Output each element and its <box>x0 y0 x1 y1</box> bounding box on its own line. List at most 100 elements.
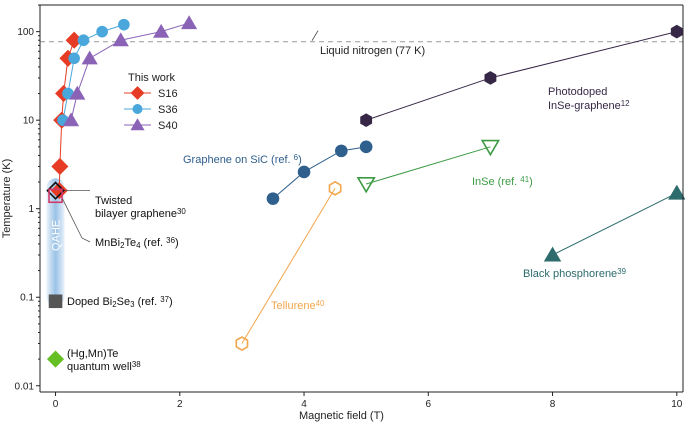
series-line-tellurene40 <box>241 188 336 344</box>
annotation-part: 38 <box>132 360 141 369</box>
point--hg-mn-te-quantum-well38 <box>46 350 65 368</box>
data-points-layer <box>46 15 685 368</box>
point-s36 <box>96 25 108 38</box>
annotation-part: 41 <box>520 175 529 184</box>
y-axis-title: Temperature (K) <box>1 159 13 238</box>
annotation-part: 40 <box>316 299 325 308</box>
annotation-part: 4 <box>136 241 141 250</box>
legend-title: This work <box>128 72 176 84</box>
point-doped-bi2se3-ref-37 <box>48 294 63 309</box>
annotation-part: 2 <box>120 241 124 250</box>
point-s40 <box>62 112 80 127</box>
series-line-graphene-on-sic-ref-6 <box>272 146 367 199</box>
x-tick-label: 8 <box>550 399 556 410</box>
label-bilayer-graphene: bilayer graphene30 <box>95 207 186 220</box>
annotation-part: 6 <box>294 153 299 162</box>
liquid-nitrogen-leader <box>311 30 319 41</box>
annotation-part: (ref. <box>135 296 161 308</box>
y-tick-label: 10 <box>23 116 35 127</box>
point-s40 <box>153 23 170 38</box>
label-black-phosphorene: Black phosphorene39 <box>523 267 627 280</box>
annotation-part: MnBi <box>95 237 120 249</box>
annotation-part: 3 <box>130 300 135 309</box>
series-line-inse-ref-41 <box>366 146 491 185</box>
annotation-part: Se <box>117 296 130 308</box>
point-s40 <box>81 50 98 65</box>
annotation-part: quantum well <box>67 361 132 373</box>
qahe-band-layer: QAHE <box>46 178 65 306</box>
point-black-phosphorene39 <box>668 184 685 200</box>
qahe-label: QAHE <box>51 220 63 251</box>
label-inse: InSe (ref. 41) <box>472 175 533 188</box>
point-graphene-on-sic-ref-6 <box>266 192 280 205</box>
leader-mnbi2te4 <box>62 198 91 243</box>
point-photodoped-inse-graphene12 <box>484 71 497 85</box>
annotation-part: 36 <box>166 236 175 245</box>
point-inse-ref-41 <box>480 139 500 157</box>
legend-marker <box>130 86 145 100</box>
annotation-part: 2 <box>112 300 116 309</box>
annotation-part: (ref. <box>141 237 167 249</box>
annotation-part: Graphene on SiC (ref. <box>183 154 294 166</box>
x-tick-label: 0 <box>53 399 59 410</box>
legend-marker <box>132 104 143 115</box>
point-s36 <box>118 18 130 31</box>
point-inse-ref-41 <box>356 176 376 194</box>
y-tick-label: 100 <box>17 27 34 38</box>
y-tick-label: 0.01 <box>15 381 35 392</box>
x-tick-label: 2 <box>177 399 183 410</box>
x-tick-label: 4 <box>301 399 307 410</box>
point-graphene-on-sic-ref-6 <box>297 165 311 179</box>
annotation-part: InSe-graphene <box>548 100 621 112</box>
annotation-layer: This work S16 S36 S40 Liquid nitrogen (77 K)… <box>62 30 630 373</box>
point-s40 <box>112 32 129 47</box>
y-tick-label: 0.1 <box>20 293 34 304</box>
point-graphene-on-sic-ref-6 <box>335 144 348 158</box>
annotation-part: Black phosphorene <box>523 268 617 280</box>
series-line-black-phosphorene39 <box>552 192 678 256</box>
legend-entry: S16 <box>158 88 178 100</box>
point-photodoped-inse-graphene12 <box>360 113 373 128</box>
annotation-part: ) <box>298 154 302 166</box>
label-twisted: Twisted <box>95 195 132 207</box>
point-mnbi2te4-ref-36 <box>48 188 63 204</box>
annotation-part: 37 <box>160 295 169 304</box>
label-mnbi2te4: MnBi2Te4 (ref. 36) <box>95 236 179 250</box>
annotation-part: Tellurene <box>271 300 316 312</box>
annotation-part: ) <box>169 296 173 308</box>
point-photodoped-inse-graphene12 <box>670 24 683 39</box>
liquid-nitrogen-label: Liquid nitrogen (77 K) <box>320 45 425 57</box>
label-graphene-sic: Graphene on SiC (ref. 6) <box>183 153 302 166</box>
label-photodoped: Photodoped <box>548 86 607 98</box>
annotation-part: ) <box>175 237 179 249</box>
label-hgmnte: (Hg,Mn)Te <box>67 348 118 360</box>
point-twisted-bilayer-graphene30 <box>46 181 65 200</box>
annotation-part: (Hg,Mn)Te <box>67 348 118 360</box>
x-tick-label: 10 <box>671 399 683 410</box>
y-tick-label: 1 <box>28 204 34 215</box>
x-axis-title: Magnetic field (T) <box>299 410 384 422</box>
point-black-phosphorene39 <box>543 246 562 262</box>
label-inse-graphene: InSe-graphene12 <box>548 99 630 112</box>
axes-layer: 0 2 4 6 8 10 0.01 0.1 1 10 100 Magnetic field (T) Te… <box>1 4 684 422</box>
x-tick-label: 6 <box>426 399 432 410</box>
annotation-part: Doped Bi <box>67 296 112 308</box>
annotation-part: Photodoped <box>548 86 607 98</box>
point-tellurene40 <box>235 336 249 351</box>
annotation-part: 12 <box>621 99 630 108</box>
annotation-part: ) <box>529 176 533 188</box>
point-s16 <box>50 182 68 200</box>
annotation-part: Twisted <box>95 195 132 207</box>
qahe-band <box>46 178 65 306</box>
annotation-part: Te <box>124 237 136 249</box>
legend-entry: S40 <box>158 120 178 132</box>
point-tellurene40 <box>328 180 342 196</box>
annotation-part: InSe (ref. <box>472 176 520 188</box>
legend-entry: S36 <box>158 104 178 116</box>
point-s40 <box>181 15 198 30</box>
point-s36 <box>77 34 90 47</box>
annotation-part: 30 <box>177 207 186 216</box>
point-s36 <box>68 52 80 65</box>
label-doped-bi2se3: Doped Bi2Se3 (ref. 37) <box>67 295 173 309</box>
